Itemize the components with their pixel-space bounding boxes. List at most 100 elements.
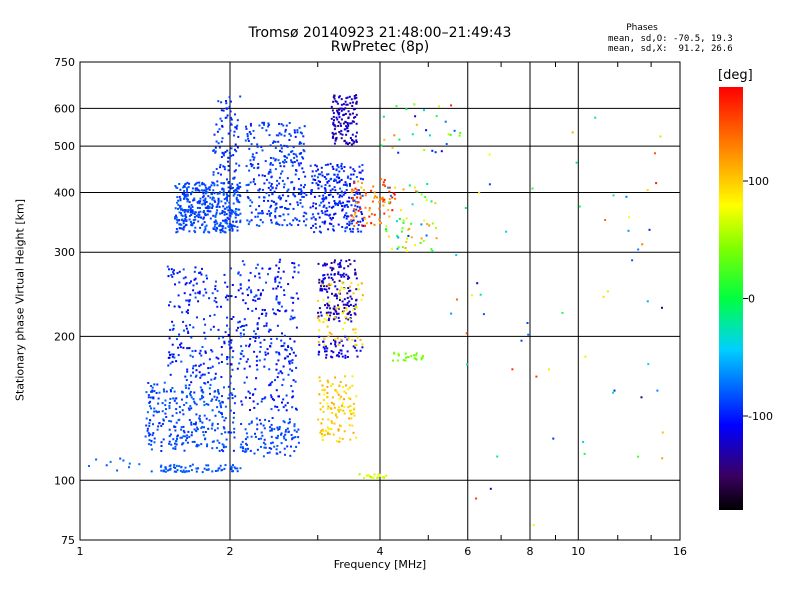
data-point (327, 335, 330, 338)
data-point (340, 107, 343, 110)
data-point (338, 424, 341, 427)
data-point (217, 392, 220, 395)
data-point (226, 206, 228, 209)
data-point (247, 447, 249, 450)
data-point (268, 451, 271, 454)
data-point (531, 187, 534, 190)
data-point (319, 180, 321, 183)
data-point (313, 231, 316, 234)
data-point (371, 200, 374, 203)
data-point (397, 246, 400, 249)
data-point (237, 289, 240, 292)
data-point (322, 429, 325, 432)
data-point (240, 400, 243, 403)
data-point (329, 162, 332, 165)
data-point (178, 333, 181, 336)
data-point (254, 388, 257, 391)
data-point (287, 422, 290, 425)
data-point (224, 331, 227, 334)
data-point (275, 264, 278, 267)
data-point (256, 428, 259, 431)
data-point (345, 204, 348, 206)
data-point (263, 338, 266, 341)
data-point (226, 216, 229, 219)
data-point (301, 205, 304, 208)
data-point (195, 369, 198, 372)
data-point (228, 205, 231, 208)
data-point (324, 192, 326, 194)
data-point (211, 205, 214, 208)
data-point (230, 226, 233, 229)
data-point (201, 223, 204, 226)
data-point (228, 211, 231, 214)
data-point (431, 222, 434, 225)
data-point (342, 272, 345, 275)
data-point (402, 188, 405, 191)
data-point (396, 234, 399, 237)
data-point (324, 277, 326, 280)
data-point (301, 195, 304, 198)
data-point (354, 187, 357, 190)
data-point (628, 216, 631, 219)
data-point (207, 381, 209, 384)
data-point (334, 203, 337, 206)
data-point (311, 213, 314, 216)
data-point (274, 278, 277, 281)
data-point (240, 443, 243, 446)
data-point (220, 156, 223, 158)
data-point (193, 183, 196, 186)
data-point (223, 467, 226, 470)
data-point (520, 339, 523, 342)
data-point (327, 405, 330, 408)
data-point (341, 327, 344, 330)
chart-title: Tromsø 20140923 21:48:00–21:49:43 (248, 25, 512, 41)
data-point (267, 273, 269, 276)
data-point (340, 190, 343, 193)
data-point (355, 139, 358, 142)
data-point (344, 356, 347, 359)
data-point (215, 211, 218, 214)
data-point (625, 195, 628, 198)
data-point (157, 397, 160, 400)
data-point (151, 390, 154, 393)
data-point (401, 227, 404, 230)
data-point (361, 164, 364, 166)
data-point (286, 190, 289, 193)
data-point (249, 205, 252, 207)
data-point (176, 187, 179, 189)
data-point (267, 122, 270, 125)
data-point (292, 193, 295, 196)
data-point (202, 280, 205, 283)
data-point (262, 424, 265, 427)
data-point (376, 196, 378, 199)
data-point (321, 405, 324, 408)
data-point (352, 345, 355, 348)
data-point (249, 132, 252, 135)
data-point (176, 201, 179, 204)
data-point (324, 187, 327, 190)
data-point (245, 442, 247, 445)
data-point (256, 215, 259, 218)
data-point (162, 388, 165, 391)
data-point (337, 113, 340, 116)
data-point (233, 212, 236, 215)
data-point (289, 134, 292, 137)
data-point (255, 224, 258, 227)
data-point (335, 307, 338, 310)
data-point (263, 325, 266, 328)
data-point (335, 310, 338, 313)
data-point (324, 189, 327, 191)
data-point (174, 217, 176, 220)
data-point (428, 224, 431, 227)
data-point (414, 115, 417, 118)
data-point (182, 413, 185, 416)
data-point (330, 262, 333, 264)
data-point (291, 438, 294, 441)
data-point (249, 392, 251, 395)
data-point (261, 221, 264, 224)
data-point (109, 460, 112, 463)
data-point (216, 406, 219, 409)
data-point (353, 181, 356, 184)
data-point (189, 209, 192, 212)
data-point (264, 443, 267, 446)
